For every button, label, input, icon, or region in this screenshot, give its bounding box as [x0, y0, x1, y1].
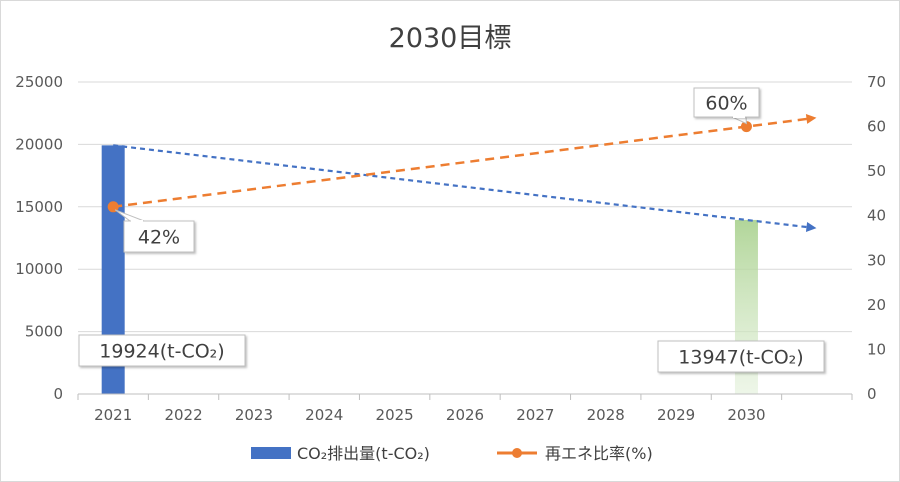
y-right-tick-label: 70: [867, 73, 886, 91]
y-right-tick-label: 10: [867, 340, 886, 358]
trendline-arrowhead: [805, 222, 817, 232]
data-label-renewable-2030-text: 60%: [705, 93, 747, 115]
y-left-tick-label: 15000: [15, 198, 63, 216]
legend-marker-renewable: [512, 448, 522, 458]
x-tick-label: 2029: [657, 406, 695, 424]
y-right-tick-label: 30: [867, 251, 886, 269]
chart-title: 2030目標: [389, 23, 512, 54]
x-tick-label: 2024: [305, 406, 343, 424]
x-tick-label: 2030: [727, 406, 765, 424]
x-tick-label: 2028: [587, 406, 625, 424]
y-left-tick-label: 5000: [25, 323, 63, 341]
gridlines: [78, 81, 852, 333]
x-tick-label: 2022: [164, 406, 202, 424]
legend: CO₂排出量(t-CO₂) 再エネ比率(%): [251, 444, 653, 463]
data-label-co2-2021-box: [78, 334, 246, 367]
y-right-tick-label: 40: [867, 207, 886, 225]
y-right-tick-label: 60: [867, 118, 886, 136]
y-left-tick-label: 25000: [15, 73, 63, 91]
point-2030: [740, 121, 752, 133]
y-right-tick-label: 20: [867, 296, 886, 314]
y-left-tick-label: 10000: [15, 260, 63, 278]
y-right-tick-label: 0: [867, 385, 877, 403]
data-label-co2-2021-text: 19924(t-CO₂): [99, 341, 224, 363]
trendlines: [113, 113, 817, 232]
legend-label-co2: CO₂排出量(t-CO₂): [297, 444, 430, 463]
x-tick-label: 2023: [235, 406, 273, 424]
point-2021: [107, 201, 119, 213]
x-tick-label: 2025: [376, 406, 414, 424]
y-left-tick-label: 0: [53, 385, 63, 403]
data-label-co2-2030-text: 13947(t-CO₂): [678, 347, 803, 369]
line-series-points: [107, 121, 752, 213]
legend-swatch-co2: [251, 447, 291, 459]
y-left-tick-label: 20000: [15, 135, 63, 153]
data-label-renewable-2021-box: [123, 220, 195, 253]
trendline-arrowhead: [805, 113, 817, 124]
bar-2021: [101, 145, 125, 394]
legend-label-renewable: 再エネ比率(%): [545, 444, 653, 463]
x-tick-label: 2026: [446, 406, 484, 424]
trendline-co2: [113, 144, 808, 229]
data-label-co2-2030-box: [657, 340, 825, 373]
x-tick-label: 2021: [94, 406, 132, 424]
axes: 0500010000150002000025000010203040506070…: [15, 73, 886, 424]
y-right-tick-label: 50: [867, 162, 886, 180]
x-tick-label: 2027: [516, 406, 554, 424]
data-labels: 19924(t-CO₂) 13947(t-CO₂) 42% 60%: [78, 87, 825, 373]
trendline-renewable: [113, 117, 808, 209]
data-label-renewable-2030-box: [693, 87, 760, 118]
data-label-renewable-2021-text: 42%: [138, 227, 180, 249]
